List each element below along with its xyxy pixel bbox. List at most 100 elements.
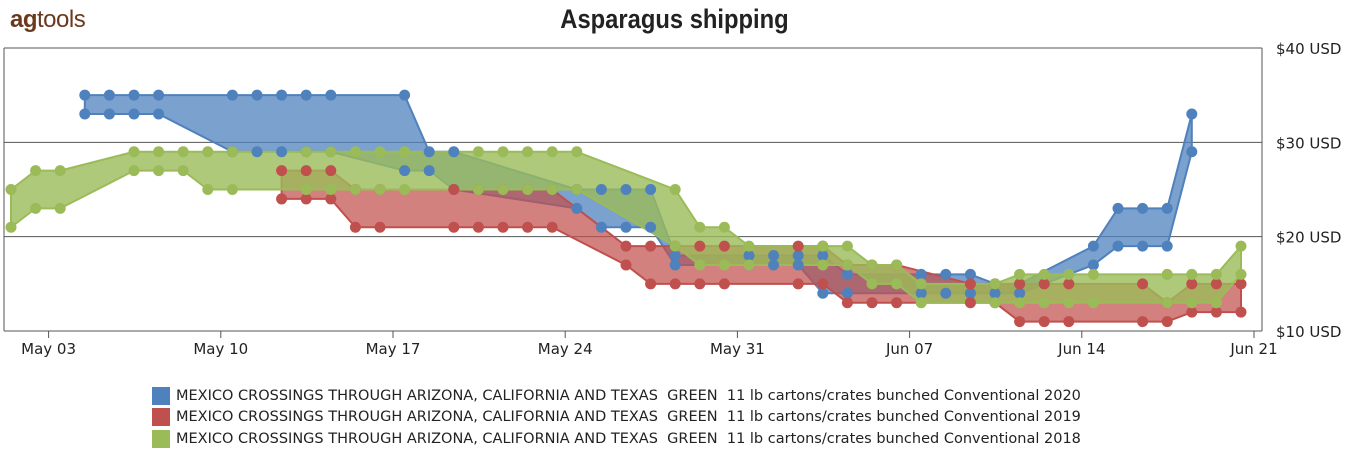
data-point[interactable]: [768, 259, 780, 271]
data-point[interactable]: [1186, 146, 1198, 158]
data-point[interactable]: [276, 146, 288, 158]
data-point[interactable]: [792, 278, 804, 290]
data-point[interactable]: [866, 278, 878, 290]
data-point[interactable]: [1235, 268, 1247, 280]
data-point[interactable]: [669, 259, 681, 271]
data-point[interactable]: [1014, 287, 1026, 299]
data-point[interactable]: [1137, 316, 1149, 328]
data-point[interactable]: [522, 146, 534, 158]
data-point[interactable]: [1186, 278, 1198, 290]
data-point[interactable]: [1014, 297, 1026, 309]
data-point[interactable]: [1137, 202, 1149, 214]
data-point[interactable]: [571, 146, 583, 158]
data-point[interactable]: [841, 297, 853, 309]
data-point[interactable]: [915, 278, 927, 290]
data-point[interactable]: [1087, 268, 1099, 280]
data-point[interactable]: [522, 221, 534, 233]
data-point[interactable]: [1210, 306, 1222, 318]
data-point[interactable]: [940, 268, 952, 280]
data-point[interactable]: [1235, 278, 1247, 290]
data-point[interactable]: [817, 278, 829, 290]
data-point[interactable]: [1014, 278, 1026, 290]
data-point[interactable]: [645, 278, 657, 290]
data-point[interactable]: [399, 184, 411, 195]
data-point[interactable]: [718, 278, 730, 290]
data-point[interactable]: [669, 278, 681, 290]
data-point[interactable]: [1063, 268, 1075, 280]
data-point[interactable]: [1112, 240, 1124, 252]
data-point[interactable]: [300, 89, 312, 101]
data-point[interactable]: [472, 184, 484, 195]
data-point[interactable]: [1161, 240, 1173, 252]
data-point[interactable]: [251, 89, 263, 101]
data-point[interactable]: [891, 259, 903, 271]
data-point[interactable]: [817, 250, 829, 262]
data-point[interactable]: [423, 165, 435, 177]
data-point[interactable]: [399, 165, 411, 177]
data-point[interactable]: [276, 193, 288, 205]
data-point[interactable]: [1137, 240, 1149, 252]
data-point[interactable]: [1186, 268, 1198, 280]
data-point[interactable]: [1038, 278, 1050, 290]
data-point[interactable]: [472, 146, 484, 158]
data-point[interactable]: [251, 146, 263, 158]
data-point[interactable]: [1210, 268, 1222, 280]
data-point[interactable]: [694, 259, 706, 271]
data-point[interactable]: [300, 146, 312, 158]
data-point[interactable]: [1038, 316, 1050, 328]
data-point[interactable]: [891, 297, 903, 309]
data-point[interactable]: [128, 165, 140, 177]
data-point[interactable]: [103, 108, 115, 120]
data-point[interactable]: [620, 221, 632, 233]
data-point[interactable]: [325, 89, 337, 101]
data-point[interactable]: [153, 165, 165, 177]
data-point[interactable]: [472, 221, 484, 233]
data-point[interactable]: [1186, 297, 1198, 309]
data-point[interactable]: [645, 184, 657, 195]
data-point[interactable]: [1210, 278, 1222, 290]
data-point[interactable]: [103, 89, 115, 101]
data-point[interactable]: [792, 250, 804, 262]
data-point[interactable]: [79, 89, 91, 101]
data-point[interactable]: [940, 287, 952, 299]
data-point[interactable]: [964, 297, 976, 309]
data-point[interactable]: [128, 108, 140, 120]
data-point[interactable]: [1186, 108, 1198, 120]
data-point[interactable]: [817, 287, 829, 299]
data-point[interactable]: [645, 221, 657, 233]
data-point[interactable]: [743, 250, 755, 262]
data-point[interactable]: [1014, 268, 1026, 280]
data-point[interactable]: [153, 146, 165, 158]
data-point[interactable]: [300, 193, 312, 205]
data-point[interactable]: [989, 297, 1001, 309]
data-point[interactable]: [448, 184, 460, 195]
data-point[interactable]: [1186, 306, 1198, 318]
data-point[interactable]: [325, 165, 337, 177]
data-point[interactable]: [866, 259, 878, 271]
data-point[interactable]: [891, 278, 903, 290]
data-point[interactable]: [1112, 202, 1124, 214]
data-point[interactable]: [202, 146, 214, 158]
data-point[interactable]: [1235, 240, 1247, 252]
data-point[interactable]: [522, 184, 534, 195]
data-point[interactable]: [54, 202, 66, 214]
data-point[interactable]: [571, 202, 583, 214]
data-point[interactable]: [964, 278, 976, 290]
data-point[interactable]: [964, 268, 976, 280]
data-point[interactable]: [841, 240, 853, 252]
data-point[interactable]: [497, 184, 509, 195]
data-point[interactable]: [54, 165, 66, 177]
data-point[interactable]: [595, 221, 607, 233]
data-point[interactable]: [374, 146, 386, 158]
data-point[interactable]: [497, 146, 509, 158]
data-point[interactable]: [571, 184, 583, 195]
data-point[interactable]: [669, 240, 681, 252]
data-point[interactable]: [177, 165, 189, 177]
data-point[interactable]: [300, 165, 312, 177]
data-point[interactable]: [768, 250, 780, 262]
data-point[interactable]: [817, 259, 829, 271]
data-point[interactable]: [1038, 297, 1050, 309]
data-point[interactable]: [989, 287, 1001, 299]
data-point[interactable]: [718, 240, 730, 252]
data-point[interactable]: [349, 184, 361, 195]
